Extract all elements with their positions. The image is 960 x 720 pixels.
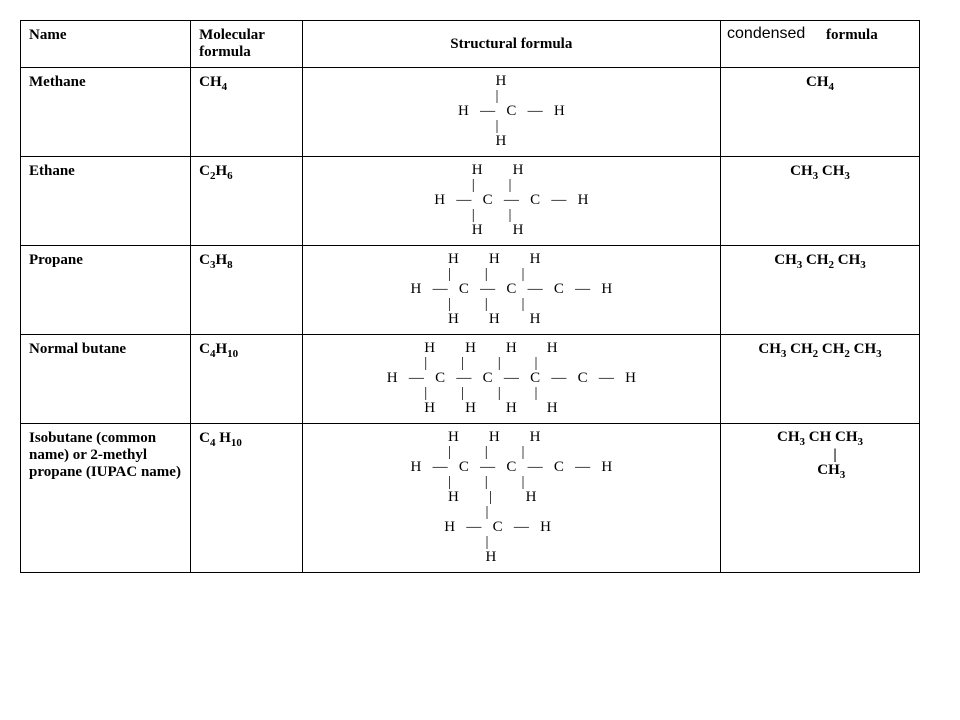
alkane-table: Name Molecular formula Structural formul…	[20, 20, 920, 573]
header-condensed: condensed xxxxxxxx formula	[721, 21, 920, 68]
cell-molecular: C2H6	[191, 157, 303, 246]
table-row: MethaneCH4 H | H — C — H | HCH4	[21, 68, 920, 157]
table-row: PropaneC3H8 H H H | | | H — C — C — C — …	[21, 246, 920, 335]
cell-structural: H H H | | | H — C — C — C — H | | | H H …	[302, 246, 720, 335]
cell-structural: H H | | H — C — C — H | | H H	[302, 157, 720, 246]
cell-condensed: CH4	[721, 68, 920, 157]
header-structural: Structural formula	[302, 21, 720, 68]
header-molecular: Molecular formula	[191, 21, 303, 68]
cell-name: Normal butane	[21, 335, 191, 424]
cell-name: Isobutane (common name) or 2-methyl prop…	[21, 424, 191, 573]
table-row: Normal butaneC4H10 H H H H | | | | H — C…	[21, 335, 920, 424]
header-name: Name	[21, 21, 191, 68]
condensed-suffix: formula	[826, 27, 878, 43]
cell-structural: H H H | | | H — C — C — C — H | | | H | …	[302, 424, 720, 573]
cell-condensed: CH3 CH CH3 | CH3	[721, 424, 920, 573]
cell-structural: H H H H | | | | H — C — C — C — C — H | …	[302, 335, 720, 424]
table-body: MethaneCH4 H | H — C — H | HCH4EthaneC2H…	[21, 68, 920, 573]
table-row: EthaneC2H6 H H | | H — C — C — H | | H H…	[21, 157, 920, 246]
cell-name: Propane	[21, 246, 191, 335]
header-row: Name Molecular formula Structural formul…	[21, 21, 920, 68]
cell-condensed: CH3 CH2 CH3	[721, 246, 920, 335]
cell-structural: H | H — C — H | H	[302, 68, 720, 157]
cell-name: Methane	[21, 68, 191, 157]
cell-molecular: C4H10	[191, 335, 303, 424]
cell-molecular: C3H8	[191, 246, 303, 335]
condensed-prefix: condensed	[727, 25, 805, 43]
cell-molecular: CH4	[191, 68, 303, 157]
cell-molecular: C4 H10	[191, 424, 303, 573]
cell-condensed: CH3 CH3	[721, 157, 920, 246]
table-row: Isobutane (common name) or 2-methyl prop…	[21, 424, 920, 573]
cell-name: Ethane	[21, 157, 191, 246]
cell-condensed: CH3 CH2 CH2 CH3	[721, 335, 920, 424]
